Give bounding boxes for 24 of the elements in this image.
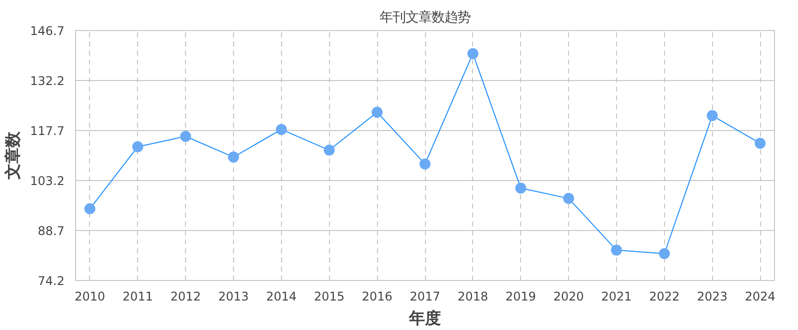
y-axis-title: 文章数 bbox=[3, 130, 22, 180]
x-tick-label: 2018 bbox=[458, 290, 488, 304]
y-tick-label: 146.7 bbox=[30, 24, 65, 38]
x-tick-label: 2015 bbox=[314, 290, 345, 304]
x-tick-label: 2013 bbox=[218, 290, 249, 304]
x-tick-label: 2012 bbox=[170, 290, 201, 304]
y-tick-label: 103.2 bbox=[30, 174, 65, 188]
y-tick-label: 74.2 bbox=[38, 274, 64, 288]
x-tick-label: 2019 bbox=[505, 290, 536, 304]
y-tick-label: 132.2 bbox=[30, 74, 65, 88]
x-tick-label: 2014 bbox=[266, 290, 297, 304]
x-tick-label: 2010 bbox=[74, 290, 106, 304]
y-tick-label: 117.7 bbox=[30, 124, 65, 138]
x-tick-label: 2023 bbox=[696, 290, 728, 304]
x-tick-label: 2017 bbox=[410, 290, 440, 304]
y-tick-label: 88.7 bbox=[38, 224, 64, 238]
x-tick-label: 2020 bbox=[553, 290, 584, 304]
x-tick-label: 2011 bbox=[122, 290, 154, 304]
x-tick-label: 2022 bbox=[649, 290, 680, 304]
chart-title: 年刊文章数趋势 bbox=[380, 10, 470, 26]
x-axis-title: 年度 bbox=[408, 308, 441, 328]
x-tick-label: 2016 bbox=[362, 290, 392, 304]
x-tick-label: 2024 bbox=[744, 290, 776, 304]
x-tick-label: 2021 bbox=[601, 290, 632, 304]
